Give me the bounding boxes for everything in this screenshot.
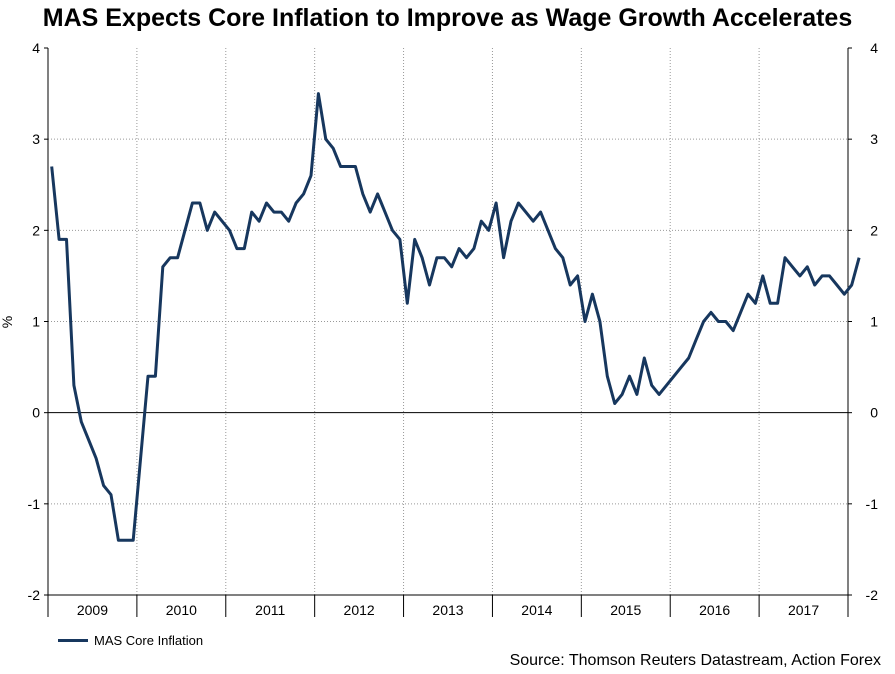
x-tick-label: 2011	[255, 602, 285, 618]
y-tick-label-left: 0	[32, 405, 40, 421]
tick-labels: -2 -2 -1 -1 0 0 1 1 2 2 3 3 4 4 2009 2010 2011 2012 2013 20…	[28, 40, 879, 618]
y-tick-label-right: 2	[870, 222, 878, 238]
y-tick-label-right: -2	[866, 587, 879, 603]
y-tick-label-left: 2	[32, 222, 40, 238]
y-tick-label-right: 1	[870, 314, 878, 330]
source-note: Source: Thomson Reuters Datastream, Acti…	[509, 652, 881, 669]
x-tick-label: 2014	[521, 602, 552, 618]
series-layer	[50, 92, 861, 542]
x-tick-label: 2013	[432, 602, 463, 618]
x-tick-label: 2017	[788, 602, 819, 618]
y-tick-label-left: -2	[28, 587, 41, 603]
legend-swatch	[58, 639, 88, 642]
x-tick-label: 2016	[699, 602, 730, 618]
y-tick-label-left: 4	[32, 40, 40, 56]
legend-label: MAS Core Inflation	[94, 633, 204, 648]
grid-layer	[48, 48, 848, 595]
y-tick-label-left: 3	[32, 131, 40, 147]
y-tick-label-right: -1	[866, 496, 879, 512]
legend: MAS Core Inflation	[58, 633, 203, 648]
series-line-mas-core-inflation	[50, 92, 861, 542]
y-tick-label-right: 4	[870, 40, 878, 56]
x-tick-label: 2015	[610, 602, 641, 618]
axis-layer	[44, 47, 852, 617]
y-tick-label-left: 1	[32, 314, 40, 330]
y-axis-label: %	[0, 316, 15, 328]
x-tick-label: 2009	[77, 602, 108, 618]
y-tick-label-right: 3	[870, 131, 878, 147]
x-tick-label: 2010	[166, 602, 197, 618]
y-tick-label-right: 0	[870, 405, 878, 421]
x-tick-label: 2012	[344, 602, 375, 618]
chart-title: MAS Expects Core Inflation to Improve as…	[42, 4, 853, 32]
y-tick-label-left: -1	[28, 496, 41, 512]
